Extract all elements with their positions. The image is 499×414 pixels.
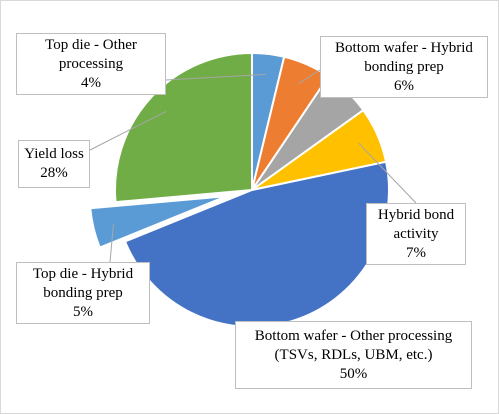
leader-hybrid-bond	[358, 142, 417, 204]
label-top-die-hybrid: Top die - Hybrid bonding prep 5%	[16, 262, 150, 324]
slice-yield-loss	[114, 51, 253, 204]
leader-yield-loss	[89, 110, 167, 151]
leader-top-die-hybrid	[109, 223, 115, 263]
slice-top-die-hybrid	[89, 195, 228, 249]
label-bottom-wafer-hybrid: Bottom wafer - Hybrid bonding prep 6%	[320, 36, 488, 98]
label-top-die-other: Top die - Other processing 4%	[16, 33, 166, 95]
leader-lines	[89, 69, 417, 263]
label-yield-loss: Yield loss 28%	[18, 140, 90, 188]
leader-top-die-other	[165, 73, 266, 81]
leader-bottom-wafer-hybrid	[298, 69, 321, 84]
label-hybrid-bond: Hybrid bond activity 7%	[366, 203, 466, 265]
label-bottom-wafer-other: Bottom wafer - Other processing (TSVs, R…	[235, 321, 472, 389]
